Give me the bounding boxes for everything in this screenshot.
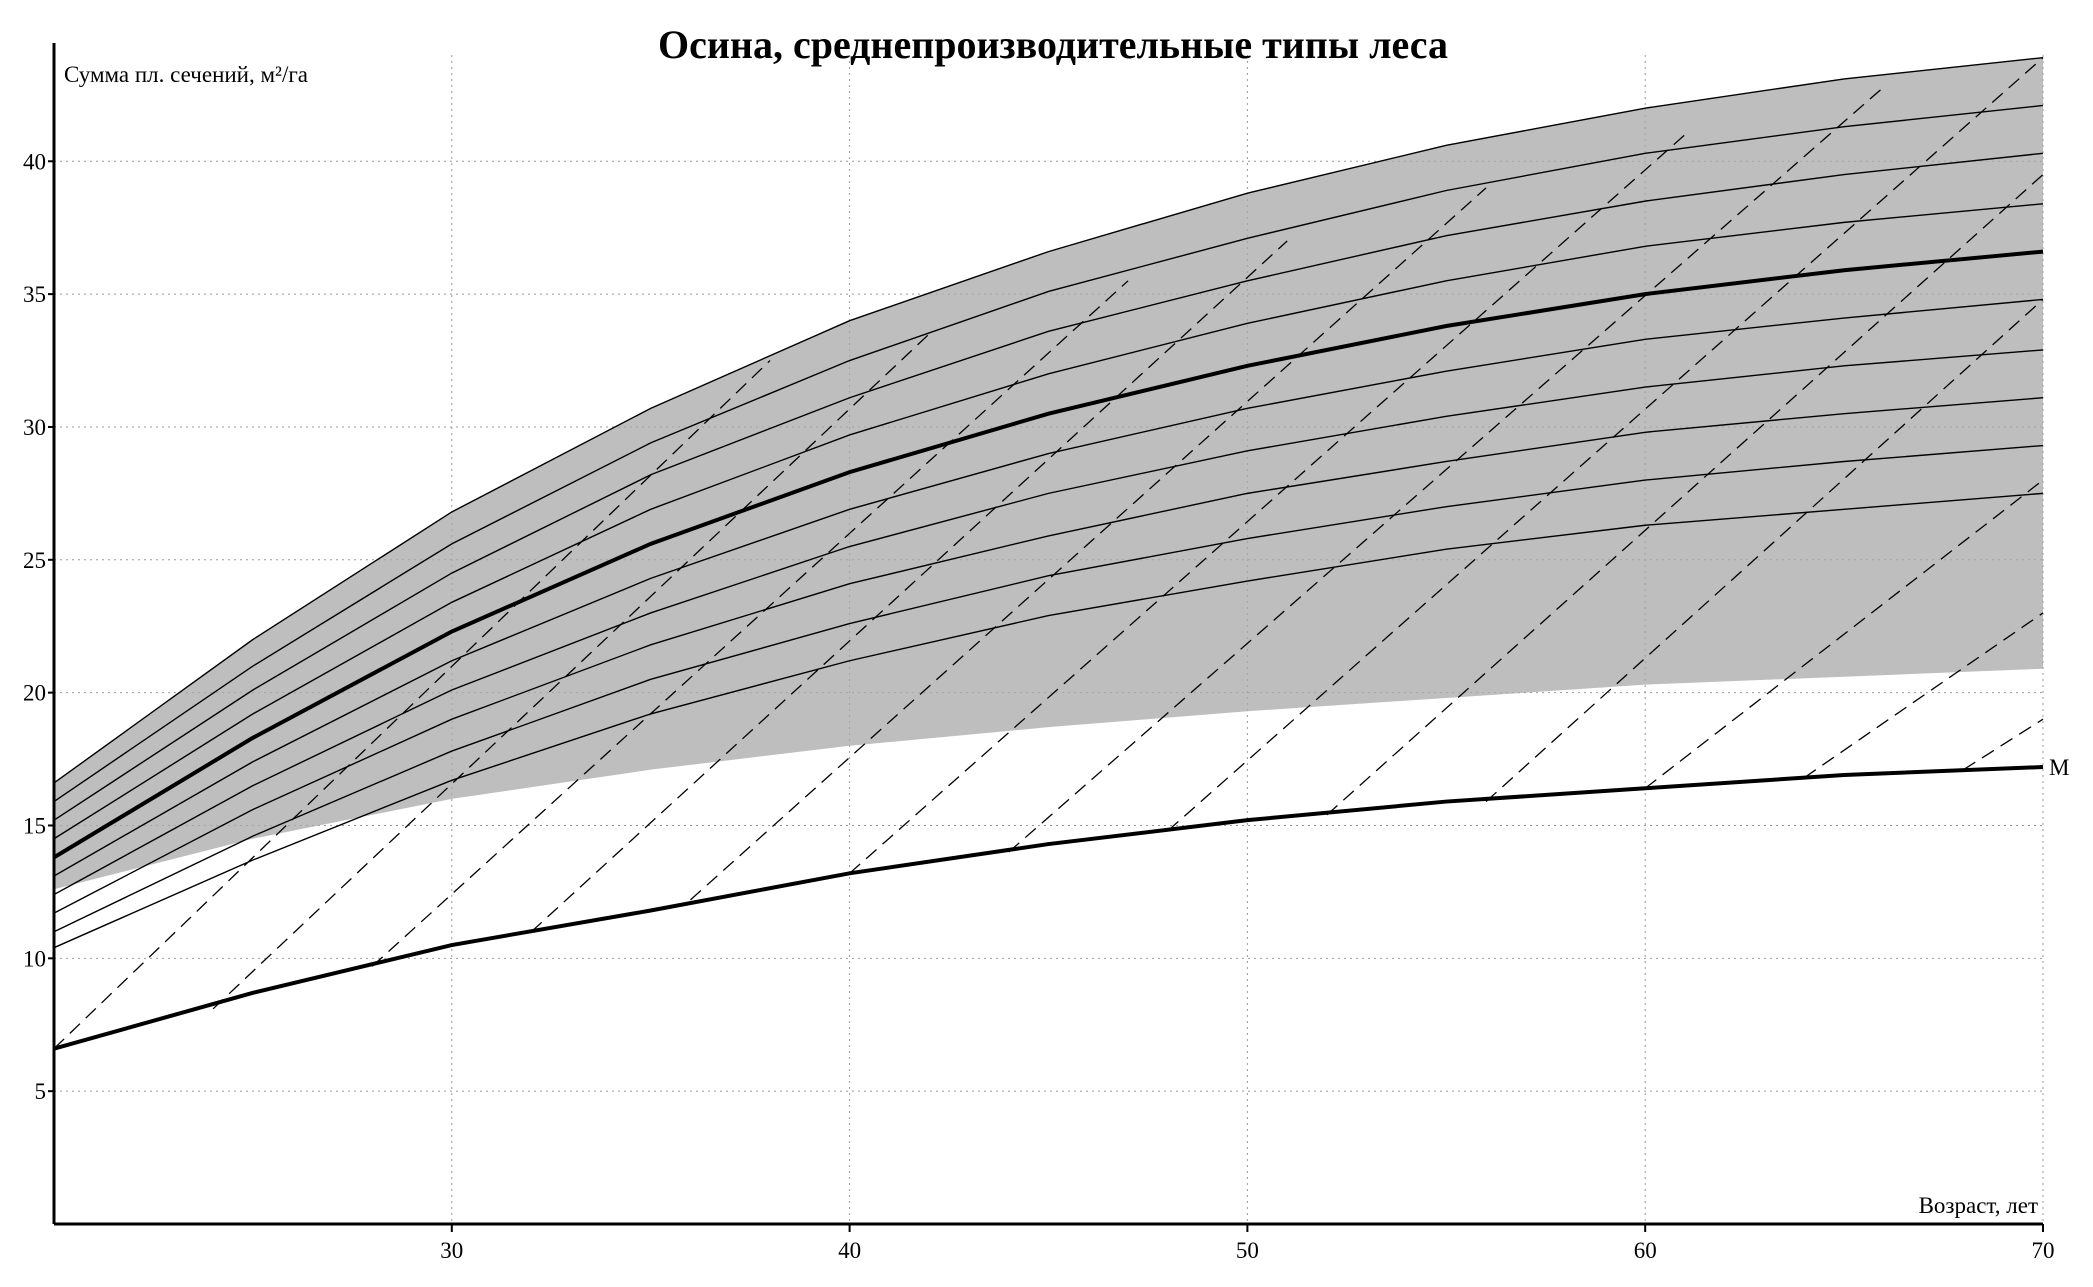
y-axis-label: Сумма пл. сечений, м²/га xyxy=(64,62,308,87)
dashed-line xyxy=(690,187,1487,901)
line xyxy=(52,249,2044,860)
line xyxy=(53,444,2044,933)
dashed-line xyxy=(1485,298,2044,803)
line xyxy=(53,397,2044,914)
x-tick-label: 40 xyxy=(838,1238,861,1263)
dashed-line xyxy=(1167,57,2044,832)
dashed-line xyxy=(530,240,1288,933)
dashed-line xyxy=(1963,718,2044,771)
line xyxy=(53,298,2044,877)
x-axis-label: Возраст, лет xyxy=(1919,1193,2038,1218)
line xyxy=(53,765,2044,1051)
dashed-line xyxy=(1803,612,2044,779)
series-label: М xyxy=(2049,755,2069,780)
line xyxy=(53,104,2044,803)
plot-area xyxy=(52,55,2044,1224)
dashed-line xyxy=(1008,86,1885,853)
dashed-line xyxy=(371,280,1129,967)
line xyxy=(53,56,2044,784)
y-tick-label: 15 xyxy=(23,813,46,838)
x-tick-label: 30 xyxy=(440,1238,463,1263)
y-tick-label: 5 xyxy=(35,1079,47,1104)
y-tick-label: 20 xyxy=(23,681,46,706)
dashed-line xyxy=(1644,479,2044,789)
y-tick-label: 25 xyxy=(23,548,46,573)
dashed-line xyxy=(212,333,930,1010)
dashed-line xyxy=(53,360,771,1050)
line xyxy=(53,152,2044,821)
y-tick-label: 35 xyxy=(23,282,46,307)
x-tick-label: 70 xyxy=(2032,1238,2055,1263)
y-tick-label: 40 xyxy=(23,149,46,174)
x-tick-label: 50 xyxy=(1236,1238,1259,1263)
dashed-line xyxy=(849,134,1686,874)
chart-title: Осина, среднепроизводительные типы леса xyxy=(658,22,1448,67)
y-tick-label: 10 xyxy=(23,946,46,971)
line xyxy=(53,349,2044,896)
line xyxy=(53,492,2044,949)
dashed-line xyxy=(1326,174,2044,816)
x-tick-label: 60 xyxy=(1634,1238,1657,1263)
y-tick-label: 30 xyxy=(23,415,46,440)
